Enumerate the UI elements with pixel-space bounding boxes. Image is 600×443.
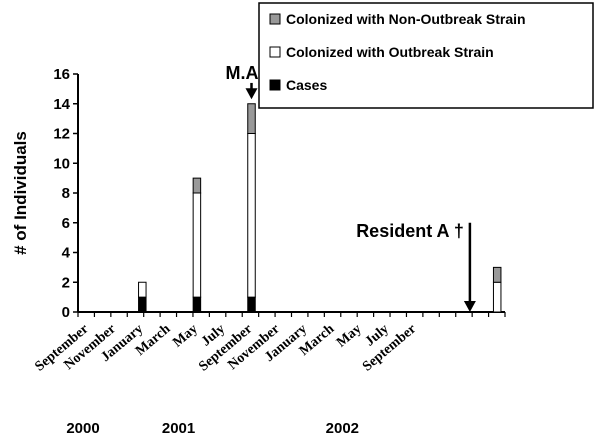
bar-segment [192,177,202,194]
x-axis: SeptemberNovemberJanuaryMarchMayJulySept… [32,311,506,437]
annotation-arrow-head [245,88,258,100]
bars [138,103,502,313]
y-tick-label: 14 [53,96,70,113]
bar-segment [247,296,256,313]
x-tick-label: May [170,322,200,351]
legend-box [258,2,594,109]
x-tick-label: May [334,322,364,351]
bar-segment [492,266,502,283]
y-tick-label: 0 [62,304,70,321]
y-axis-label: # of Individuals [11,131,30,255]
bar-segment [192,296,202,313]
y-ticks: 0 2 4 6 8 10 12 14 16 [53,66,78,321]
legend-label: Cases [286,77,327,93]
bar-segment [247,103,256,134]
bar-segment [138,281,147,298]
bar-segment [492,281,502,313]
legend-swatch [269,46,281,58]
y-tick-label: 4 [62,245,71,262]
legend: Colonized with Non-Outbreak Strain Coloni… [258,2,594,109]
legend-label: Colonized with Non-Outbreak Strain [286,11,526,27]
y-tick-label: 16 [53,66,70,83]
x-ticks: SeptemberNovemberJanuaryMarchMayJulySept… [32,312,506,437]
bar-segment [138,296,147,313]
y-tick-label: 2 [62,274,70,291]
y-axis: 0 2 4 6 8 10 12 14 16 [53,66,79,321]
annotation-arrow-head [463,301,476,312]
bar-segment [192,192,202,298]
x-tick-label: September [360,322,419,375]
y-tick-label: 6 [62,215,70,232]
legend-swatch [269,13,281,25]
annotation-label: Resident A † [356,221,464,241]
year-label: 2001 [162,420,195,437]
y-tick-label: 8 [62,185,70,202]
bar-segment [247,133,256,298]
y-tick-label: 10 [53,155,70,172]
legend-swatch [269,79,281,91]
year-label: 2000 [66,420,99,437]
legend-label: Colonized with Outbreak Strain [286,44,494,60]
y-tick-label: 12 [53,126,70,143]
year-label: 2002 [326,420,359,437]
